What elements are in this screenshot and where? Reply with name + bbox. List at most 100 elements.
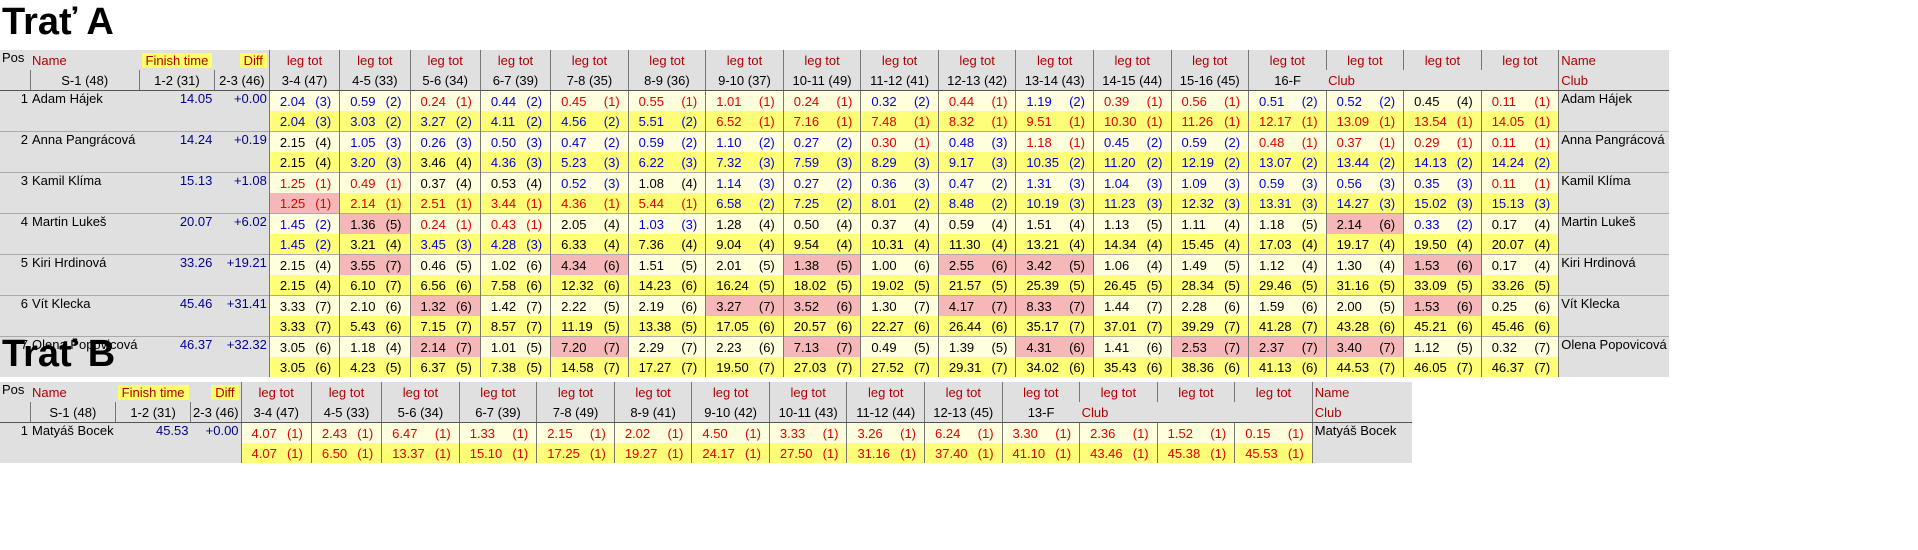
total-split-cell: 4.23 (5): [339, 357, 410, 377]
leg-rank: (7): [1224, 339, 1241, 355]
total-split-cell: 43.46 (1): [1079, 443, 1158, 463]
total-split-cell: 1.25 (1): [268, 193, 340, 214]
leg-tot-header: leg tot: [1092, 50, 1171, 70]
leg-time: 6.47: [392, 425, 418, 441]
total-time: 9.51: [1026, 113, 1052, 129]
runner-diff: +31.41: [214, 295, 270, 337]
leg-rank: (1): [455, 93, 472, 109]
total-split-cell: 18.02 (5): [782, 275, 861, 296]
total-time: 13.54: [1414, 113, 1447, 129]
leg-split-cell: 1.51 (5): [627, 254, 706, 275]
total-time: 7.38: [490, 359, 517, 375]
leg-label: 3-4 (47): [268, 70, 340, 91]
total-time: 10.31: [871, 236, 904, 252]
leg-time: 1.30: [871, 298, 897, 314]
total-split-cell: 27.50 (1): [768, 443, 847, 463]
leg-split-cell: 0.56 (3): [1325, 172, 1404, 193]
total-split-cell: 13.21 (4): [1015, 234, 1094, 255]
total-rank: (3): [1301, 195, 1318, 211]
total-rank: (7): [1534, 359, 1551, 375]
leg-rank: (7): [1069, 298, 1085, 314]
total-time: 6.50: [321, 445, 348, 461]
leg-split-cell: 0.11 (1): [1480, 131, 1559, 152]
total-time: 2.51: [420, 195, 446, 211]
leg-split-cell: 1.30 (4): [1325, 254, 1404, 275]
total-time: 7.59: [793, 154, 820, 170]
total-rank: (2): [1224, 154, 1241, 170]
total-split-cell: 46.37 (7): [1480, 357, 1559, 377]
leg-rank: (1): [991, 93, 1008, 109]
total-time: 1.25: [279, 195, 306, 211]
leg-rank: (1): [1210, 425, 1227, 441]
total-split-cell: 21.57 (5): [937, 275, 1016, 296]
finish-time-header-blank: [1157, 402, 1235, 423]
total-rank: (7): [1379, 359, 1396, 375]
leg-rank: (2): [1224, 134, 1241, 150]
leg-split-cell: 2.53 (7): [1170, 336, 1249, 357]
total-split-cell: 7.59 (3): [782, 152, 861, 173]
leg-time: 0.51: [1259, 93, 1285, 109]
leg-rank: (1): [913, 134, 930, 150]
leg-label: 7-8 (35): [550, 70, 629, 91]
leg-tot-header: leg tot: [409, 50, 481, 70]
leg-rank: (7): [526, 298, 543, 314]
total-rank: (1): [1146, 113, 1163, 129]
total-rank: (1): [589, 445, 606, 461]
leg-time: 1.12: [1414, 339, 1440, 355]
leg-time: 0.33: [1414, 216, 1440, 232]
total-rank: (5): [1379, 277, 1396, 293]
total-rank: (3): [681, 154, 698, 170]
leg-rank: (6): [991, 257, 1008, 273]
total-split-cell: 11.20 (2): [1092, 152, 1171, 173]
total-rank: (6): [455, 277, 472, 293]
leg-rank: (7): [315, 298, 332, 314]
leg-time: 2.55: [948, 257, 975, 273]
total-time: 45.38: [1167, 445, 1201, 461]
leg-time: 1.04: [1103, 175, 1130, 191]
leg-rank: (6): [758, 339, 775, 355]
leg-split-cell: 0.24 (1): [409, 90, 481, 111]
runner-diff: +0.00: [190, 422, 242, 463]
total-split-cell: 14.27 (3): [1325, 193, 1404, 214]
leg-rank: (7): [758, 298, 775, 314]
total-rank: (1): [286, 445, 303, 461]
leg-split-cell: 0.25 (6): [1480, 295, 1559, 316]
total-time: 19.50: [1414, 236, 1447, 252]
leg-rank: (6): [603, 257, 620, 273]
total-split-cell: 14.23 (6): [627, 275, 706, 296]
total-split-cell: 29.31 (7): [937, 357, 1016, 377]
leg-rank: (3): [1379, 175, 1396, 191]
leg-split-cell: 1.12 (4): [1248, 254, 1327, 275]
leg-split-cell: 1.39 (5): [937, 336, 1016, 357]
total-rank: (4): [913, 236, 930, 252]
leg-rank: (4): [1301, 257, 1318, 273]
total-split-cell: 12.32 (3): [1170, 193, 1249, 214]
total-split-cell: 29.46 (5): [1248, 275, 1327, 296]
total-split-cell: 17.25 (1): [536, 443, 615, 463]
runner-finish-time: 20.07: [139, 213, 215, 255]
runner-name-right: Vít Klecka: [1558, 295, 1669, 337]
total-rank: (1): [1301, 113, 1318, 129]
leg-rank: (4): [455, 175, 472, 191]
leg-label: 13-F: [1001, 402, 1080, 423]
runner-name: Matyáš Bocek: [30, 422, 116, 463]
runner-name: Anna Pangrácová: [30, 131, 140, 173]
leg-time: 0.11: [1491, 175, 1517, 191]
finish-time-header: Finish time: [139, 50, 215, 70]
leg-rank: (6): [1456, 257, 1473, 273]
total-time: 19.17: [1336, 236, 1370, 252]
leg-rank: (4): [385, 339, 402, 355]
leg-split-cell: 4.34 (6): [550, 254, 629, 275]
leg-rank: (1): [681, 93, 698, 109]
leg-time: 2.22: [561, 298, 587, 314]
total-time: 11.19: [561, 318, 593, 334]
leg-tot-header: leg tot: [1325, 50, 1404, 70]
leg-rank: (6): [1146, 339, 1163, 355]
total-split-cell: 7.36 (4): [627, 234, 706, 255]
leg-tot-header: leg tot: [479, 50, 551, 70]
leg-split-cell: 2.00 (5): [1325, 295, 1404, 316]
total-split-cell: 7.38 (5): [479, 357, 551, 377]
leg-split-cell: 1.12 (5): [1403, 336, 1482, 357]
leg-time: 0.50: [490, 134, 517, 150]
total-split-cell: 10.30 (1): [1092, 111, 1171, 132]
